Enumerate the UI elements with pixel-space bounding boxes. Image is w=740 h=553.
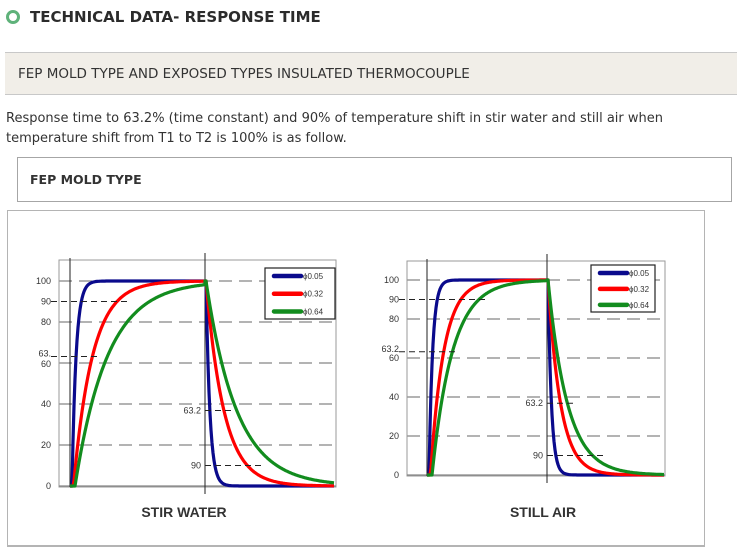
section-title: FEP MOLD TYPE AND EXPOSED TYPES INSULATE… (18, 65, 470, 82)
chart-2-y-tick-label: 40 (389, 392, 399, 402)
chart-1-title: STIR WATER (141, 504, 226, 520)
chart-1-series-3 (69, 279, 335, 488)
chart-2-y-tick-label: 90 (389, 295, 399, 305)
chart-2-annotation-90: 90 (533, 451, 543, 461)
chart-1-y-tick-label: 63. (38, 348, 51, 358)
chart-1-legend-label-1: ϕ0.05 (303, 272, 324, 281)
chart-1-series-2 (69, 279, 335, 488)
chart-2-y-tick-label: 0 (394, 470, 399, 480)
chart-2-y-tick-label: 80 (389, 314, 399, 324)
chart-2-legend-label-1: ϕ0.05 (629, 269, 650, 278)
figure-frame: 0 20 40 60 63. 80 90 100 63.2 90 ϕ0.05 ϕ0.32 ϕ0.64 ST… (7, 210, 705, 547)
description-text: Response time to 63.2% (time constant) a… (6, 111, 664, 146)
page-title: TECHNICAL DATA- RESPONSE TIME (30, 8, 321, 26)
chart-1-annotation-632: 63.2 (183, 406, 201, 416)
chart-1-legend-label-2: ϕ0.32 (303, 290, 324, 299)
chart-2-series-3 (426, 278, 665, 477)
chart-2-legend-label-2: ϕ0.32 (629, 285, 650, 294)
chart-1-annotation-90: 90 (191, 461, 201, 471)
chart-1-y-tick-label: 100 (36, 276, 51, 286)
chart-1-y-tick-label: 0 (46, 481, 51, 491)
section-header: FEP MOLD TYPE AND EXPOSED TYPES INSULATE… (5, 52, 737, 95)
chart-2-annotation-632: 63.2 (525, 398, 543, 408)
circle-ring-icon (6, 10, 20, 24)
chart-2-title: STILL AIR (510, 504, 576, 520)
chart-1-y-tick-label: 40 (41, 399, 51, 409)
response-time-figure: 020406063.809010063.290ϕ0.05ϕ0.32ϕ0.64ST… (36, 253, 666, 520)
page-heading: TECHNICAL DATA- RESPONSE TIME (6, 5, 321, 29)
chart-2-y-tick-label: 100 (384, 275, 399, 285)
chart-1-y-tick-label: 60 (41, 359, 51, 369)
chart-2-y-tick-label: 63.2 (381, 344, 399, 354)
chart-2-legend-label-3: ϕ0.64 (629, 301, 650, 310)
chart-1-y-tick-label: 90 (41, 297, 51, 307)
chart-2-y-tick-label: 60 (389, 353, 399, 363)
chart-1-y-tick-label: 80 (41, 317, 51, 327)
subsection-title: FEP MOLD TYPE (30, 172, 142, 187)
chart-2-y-tick-label: 20 (389, 431, 399, 441)
chart-1-y-tick-label: 20 (41, 440, 51, 450)
subsection-header: FEP MOLD TYPE (17, 157, 732, 202)
chart-1-legend-label-3: ϕ0.64 (303, 307, 324, 316)
